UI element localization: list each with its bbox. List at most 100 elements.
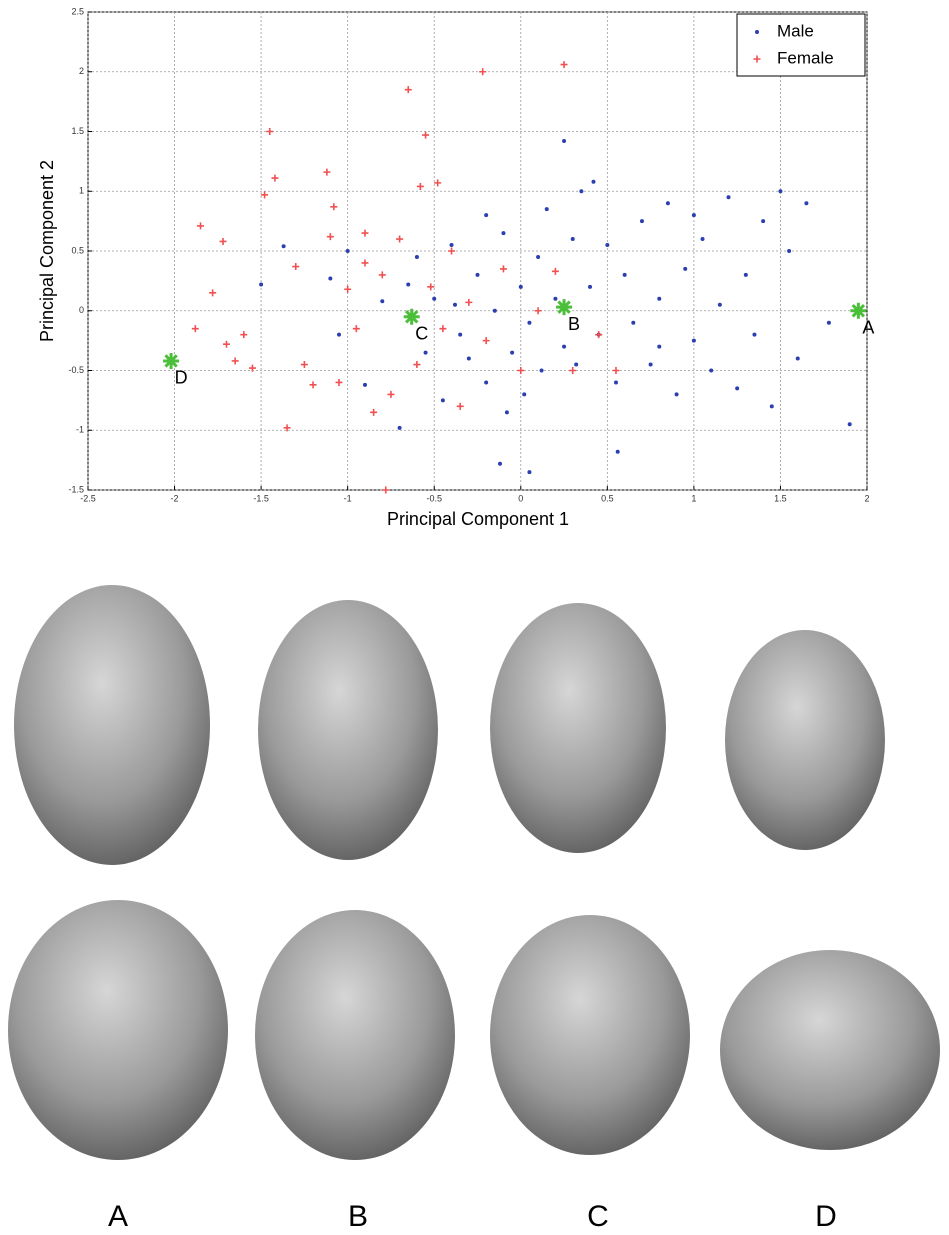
y-tick-label: 2 — [79, 66, 84, 76]
point — [484, 213, 488, 217]
legend-label: Male — [777, 21, 814, 40]
y-tick-label: 0 — [79, 305, 84, 315]
point — [827, 321, 831, 325]
x-axis-label: Principal Component 1 — [387, 509, 569, 529]
point-label: C — [415, 323, 428, 343]
point — [282, 244, 286, 248]
point — [709, 369, 713, 373]
y-tick-label: -0.5 — [68, 365, 84, 375]
face-render — [490, 603, 666, 853]
x-tick-label: 1.5 — [774, 493, 787, 503]
point — [527, 470, 531, 474]
point-label: D — [175, 368, 188, 388]
point — [657, 297, 661, 301]
point — [616, 450, 620, 454]
point — [752, 333, 756, 337]
x-tick-label: 0.5 — [601, 493, 614, 503]
point — [631, 321, 635, 325]
faces-side — [8, 900, 940, 1160]
point — [540, 369, 544, 373]
face-render — [258, 600, 438, 860]
point — [571, 237, 575, 241]
legend-label: Female — [777, 48, 834, 67]
point — [337, 333, 341, 337]
face-render — [725, 630, 885, 850]
point — [848, 422, 852, 426]
point — [692, 213, 696, 217]
x-tick-label: -1.5 — [253, 493, 269, 503]
face-render — [14, 585, 210, 865]
point — [727, 195, 731, 199]
y-tick-label: 0.5 — [71, 245, 84, 255]
face-render — [255, 910, 455, 1160]
x-tick-label: 0 — [518, 493, 523, 503]
point — [432, 297, 436, 301]
y-tick-label: -1 — [76, 425, 84, 435]
point — [453, 303, 457, 307]
y-tick-label: -1.5 — [68, 484, 84, 494]
highlight-point — [556, 299, 572, 315]
point — [510, 351, 514, 355]
point — [553, 297, 557, 301]
point — [346, 249, 350, 253]
point — [683, 267, 687, 271]
x-tick-label: 2 — [864, 493, 869, 503]
point — [328, 276, 332, 280]
faces-front — [14, 585, 885, 865]
x-tick-label: 1 — [691, 493, 696, 503]
point — [692, 339, 696, 343]
point — [657, 345, 661, 349]
point — [505, 410, 509, 414]
point — [761, 219, 765, 223]
face-label: D — [815, 1200, 837, 1233]
point — [522, 392, 526, 396]
point — [415, 255, 419, 259]
x-tick-label: -1 — [344, 493, 352, 503]
face-render — [8, 900, 228, 1160]
point — [259, 282, 263, 286]
point — [605, 243, 609, 247]
point — [363, 383, 367, 387]
highlight-point — [404, 309, 420, 325]
point — [591, 180, 595, 184]
x-tick-label: -2 — [171, 493, 179, 503]
face-label: A — [108, 1200, 128, 1233]
point — [484, 380, 488, 384]
face-label: B — [348, 1200, 368, 1233]
point — [562, 345, 566, 349]
point — [476, 273, 480, 277]
point — [545, 207, 549, 211]
y-tick-label: 1.5 — [71, 126, 84, 136]
point — [441, 398, 445, 402]
point — [519, 285, 523, 289]
point — [796, 357, 800, 361]
face-render — [720, 950, 940, 1150]
point — [424, 351, 428, 355]
face-label: C — [587, 1200, 609, 1233]
point — [675, 392, 679, 396]
y-tick-label: 1 — [79, 186, 84, 196]
point — [744, 273, 748, 277]
point — [623, 273, 627, 277]
legend-marker — [755, 30, 759, 34]
x-tick-label: -2.5 — [80, 493, 96, 503]
point — [735, 386, 739, 390]
point — [574, 363, 578, 367]
point — [804, 201, 808, 205]
point — [406, 282, 410, 286]
point — [536, 255, 540, 259]
point — [787, 249, 791, 253]
point — [640, 219, 644, 223]
highlight-point — [163, 353, 179, 369]
y-tick-label: 2.5 — [71, 6, 84, 16]
point — [666, 201, 670, 205]
point — [649, 363, 653, 367]
point — [527, 321, 531, 325]
point-label: B — [568, 314, 580, 334]
point — [398, 426, 402, 430]
point — [467, 357, 471, 361]
point — [701, 237, 705, 241]
point-label: A — [862, 318, 874, 338]
point — [770, 404, 774, 408]
point — [588, 285, 592, 289]
